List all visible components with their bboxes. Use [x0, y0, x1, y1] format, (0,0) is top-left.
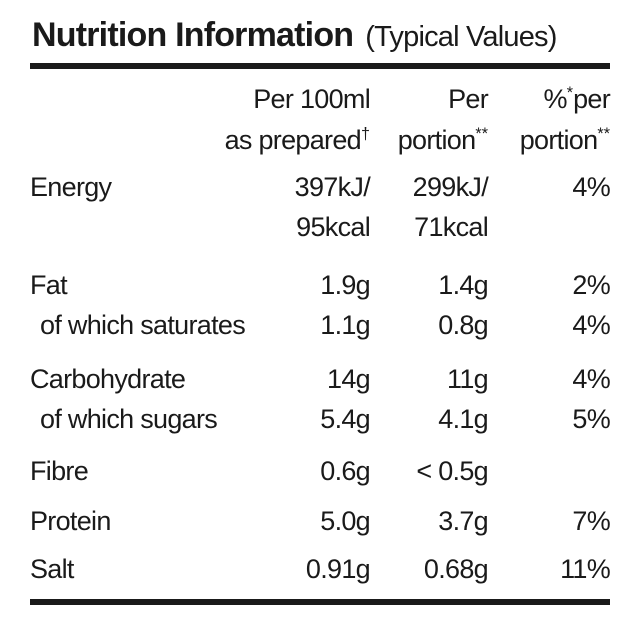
nutrient-label: of which sugars: [40, 404, 218, 434]
panel-title: Nutrition Information: [32, 16, 354, 54]
value-per-100ml: 397kJ/ 95kcal: [294, 172, 371, 242]
column-header-per-portion: Per portion**: [397, 84, 489, 155]
asterisk-footnote-marker: **: [597, 125, 610, 143]
column-header-percent-per-portion: %*per portion**: [519, 84, 611, 155]
value-per-portion: 11g: [447, 364, 489, 394]
column-header-per-100ml: Per 100ml as prepared†: [224, 84, 371, 155]
panel-subtitle: (Typical Values): [365, 21, 557, 53]
value-per-portion: 299kJ/ 71kcal: [412, 172, 489, 242]
nutrient-row-sugars: of which sugars 5.4g 4.1g 5%: [30, 399, 611, 439]
value-per-portion: < 0.5g: [416, 456, 488, 486]
nutrient-row-fibre: Fibre 0.6g < 0.5g: [30, 451, 610, 491]
value-per-100ml: 14g: [327, 364, 371, 394]
value-per-portion: 1.4g: [438, 270, 488, 300]
value-per-portion: 0.8g: [438, 310, 488, 340]
value-percent-ri: 4%: [572, 364, 610, 394]
nutrient-label: Salt: [30, 554, 74, 584]
value-per-100ml: 5.4g: [320, 404, 370, 434]
nutrient-label: Protein: [30, 506, 111, 536]
dagger-footnote-marker: †: [360, 125, 370, 143]
value-percent-ri: 11%: [560, 554, 611, 584]
column-headers: Per 100ml as prepared† Per portion** %*p…: [30, 79, 611, 161]
nutrient-row-fat: Fat 1.9g 1.4g 2%: [30, 265, 611, 305]
value-per-100ml: 1.1g: [320, 310, 370, 340]
nutrient-row-carbohydrate: Carbohydrate 14g 11g 4%: [30, 359, 611, 399]
nutrient-row-saturates: of which saturates 1.1g 0.8g 4%: [30, 305, 611, 345]
value-percent-ri: 4%: [572, 310, 610, 340]
nutrient-label: Carbohydrate: [30, 364, 186, 394]
nutrient-label: Fibre: [30, 456, 89, 486]
value-percent-ri: 4%: [572, 172, 610, 202]
nutrient-table: Energy 397kJ/ 95kcal 299kJ/ 71kcal 4% Fa…: [30, 167, 611, 589]
nutrient-row-energy: Energy 397kJ/ 95kcal 299kJ/ 71kcal 4%: [30, 167, 611, 247]
asterisk-footnote-marker: **: [475, 125, 488, 143]
value-per-100ml: 0.91g: [305, 554, 371, 584]
column-header-nutrient: [30, 79, 160, 161]
value-per-portion: 4.1g: [438, 404, 488, 434]
nutrient-row-protein: Protein 5.0g 3.7g 7%: [30, 501, 611, 541]
value-per-100ml: 1.9g: [320, 270, 370, 300]
nutrient-row-salt: Salt 0.91g 0.68g 11%: [30, 549, 611, 589]
value-per-100ml: 0.6g: [320, 456, 370, 486]
value-percent-ri: 5%: [572, 404, 610, 434]
top-rule: [30, 63, 610, 69]
asterisk-footnote-marker: *: [566, 84, 574, 102]
nutrient-label: of which saturates: [40, 310, 246, 340]
value-percent-ri: 7%: [572, 506, 610, 536]
value-per-portion: 0.68g: [423, 554, 489, 584]
nutrient-label: Energy: [30, 172, 112, 202]
value-percent-ri: 2%: [572, 270, 610, 300]
bottom-rule: [30, 599, 610, 605]
value-per-100ml: 5.0g: [320, 506, 370, 536]
nutrient-label: Fat: [30, 270, 68, 300]
panel-header: Nutrition Information (Typical Values): [32, 16, 610, 55]
value-per-portion: 3.7g: [438, 506, 488, 536]
